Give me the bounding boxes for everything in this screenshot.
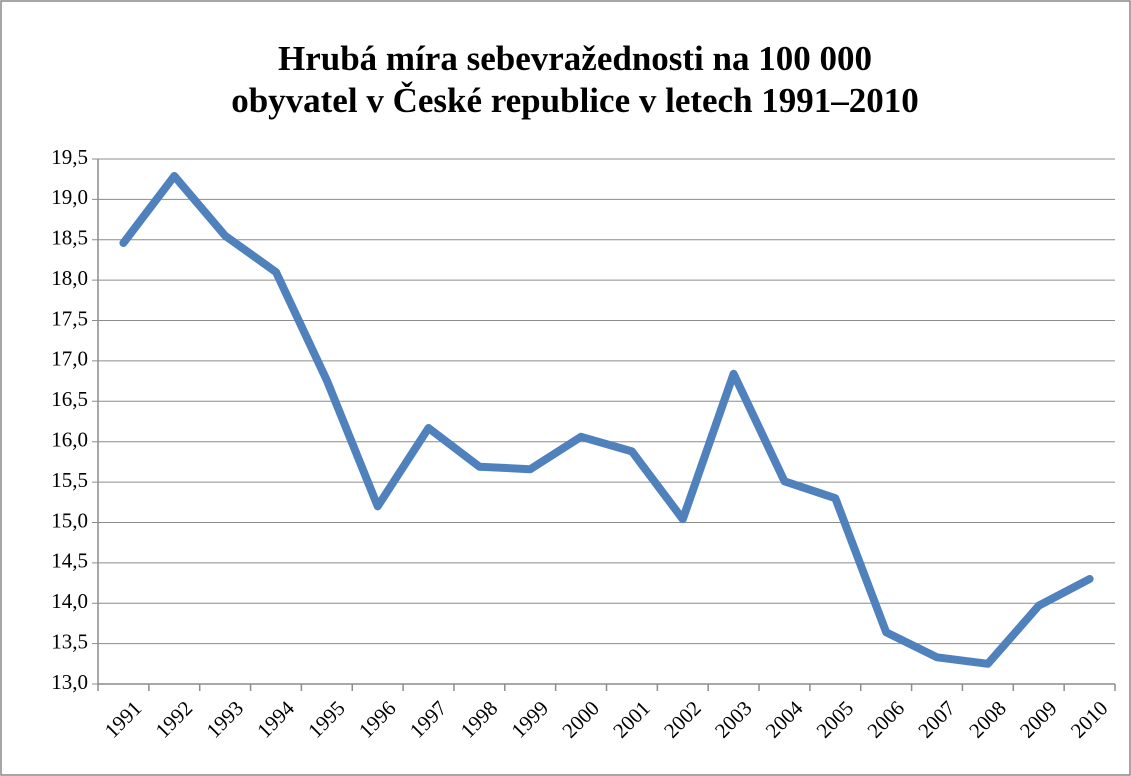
y-tick-label: 14,5	[51, 549, 88, 573]
chart-title: obyvatel v České republice v letech 1991…	[231, 80, 919, 120]
y-tick-label: 17,5	[51, 306, 88, 330]
y-tick-label: 17,0	[51, 347, 88, 371]
y-tick-label: 19,0	[51, 185, 88, 209]
y-tick-label: 18,0	[51, 266, 88, 290]
y-tick-label: 13,0	[51, 670, 88, 694]
y-tick-label: 14,0	[51, 589, 88, 613]
y-tick-label: 15,0	[51, 508, 88, 532]
y-tick-label: 19,5	[51, 145, 88, 169]
y-tick-label: 13,5	[51, 629, 88, 653]
y-tick-label: 16,0	[51, 428, 88, 452]
chart-title: Hrubá míra sebevražednosti na 100 000	[278, 39, 872, 78]
y-tick-label: 18,5	[51, 226, 88, 250]
y-tick-label: 15,5	[51, 468, 88, 492]
y-tick-label: 16,5	[51, 387, 88, 411]
data-line	[119, 172, 1094, 668]
